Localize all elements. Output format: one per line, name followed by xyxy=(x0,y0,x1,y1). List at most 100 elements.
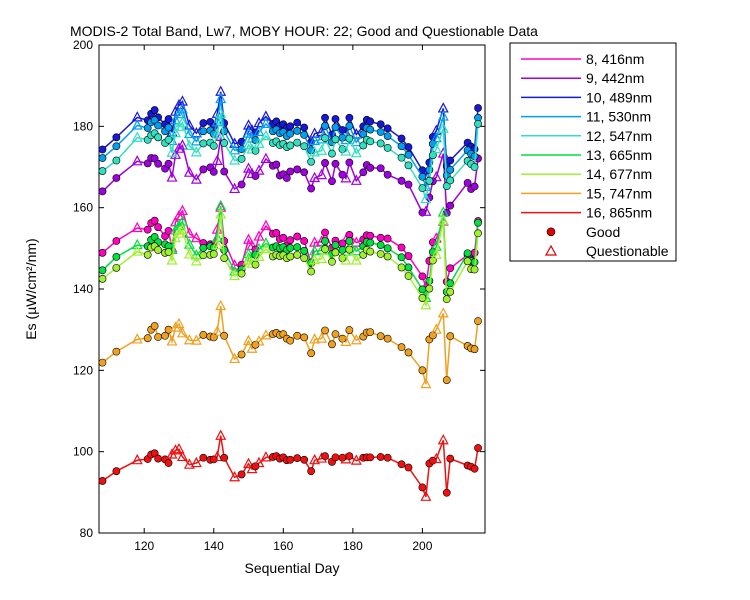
questionable-point xyxy=(309,134,321,146)
good-point xyxy=(470,163,479,171)
good-point xyxy=(331,135,340,144)
questionable-point xyxy=(183,248,195,259)
legend-label: 13, 665nm xyxy=(586,147,652,163)
questionable-point xyxy=(430,131,442,143)
good-point xyxy=(376,164,385,173)
good-point xyxy=(345,245,354,254)
questionable-point xyxy=(229,259,241,270)
good-point xyxy=(220,167,229,176)
questionable-point xyxy=(211,450,223,462)
questionable-point xyxy=(211,325,223,336)
good-point xyxy=(383,234,392,243)
good-point xyxy=(404,348,413,357)
legend-questionable-marker xyxy=(544,244,558,256)
good-point xyxy=(300,246,309,255)
good-point xyxy=(209,167,218,176)
good-point xyxy=(331,115,340,123)
good-point xyxy=(307,157,316,166)
questionable-point xyxy=(316,144,328,155)
questionable-point xyxy=(183,333,195,345)
questionable-point xyxy=(350,254,362,265)
good-point xyxy=(331,241,340,249)
good-point xyxy=(397,142,406,151)
legend-box xyxy=(509,42,677,262)
questionable-point xyxy=(350,454,362,465)
good-point xyxy=(300,168,309,177)
good-point xyxy=(321,452,329,461)
good-point xyxy=(154,121,163,130)
good-point xyxy=(366,328,375,337)
good-point xyxy=(463,257,472,266)
questionable-point xyxy=(190,146,202,157)
good-point xyxy=(98,274,107,283)
questionable-point xyxy=(190,135,202,146)
good-point xyxy=(345,452,354,461)
good-point xyxy=(366,117,375,126)
good-point xyxy=(470,464,479,473)
good-point xyxy=(154,246,163,254)
good-point xyxy=(404,263,413,272)
good-point xyxy=(286,336,295,345)
questionable-point xyxy=(229,182,241,194)
legend-label: 16, 865nm xyxy=(586,205,652,221)
questionable-point xyxy=(183,458,195,469)
questionable-point xyxy=(190,248,202,260)
good-point xyxy=(366,247,375,256)
good-point xyxy=(446,165,455,174)
good-point xyxy=(164,115,173,123)
good-point xyxy=(154,223,163,232)
good-point xyxy=(474,317,482,326)
good-point xyxy=(164,123,173,132)
questionable-point xyxy=(316,332,328,343)
good-point xyxy=(272,160,281,169)
good-point xyxy=(237,154,246,163)
good-point xyxy=(442,376,451,384)
questionable-point xyxy=(229,154,241,165)
questionable-point xyxy=(260,117,272,128)
legend-label: Good xyxy=(586,224,620,240)
good-point xyxy=(418,172,427,181)
good-point xyxy=(112,142,121,151)
good-point xyxy=(199,119,208,127)
good-point xyxy=(442,295,451,304)
questionable-point xyxy=(437,122,449,133)
good-point xyxy=(470,182,479,191)
questionable-point xyxy=(215,107,227,118)
questionable-point xyxy=(243,233,255,244)
good-point xyxy=(112,237,121,245)
questionable-point xyxy=(253,335,265,346)
y-axis: 80 100 120 140 160 180 200 xyxy=(73,38,485,540)
good-point xyxy=(164,248,173,256)
x-tick-label: 180 xyxy=(343,539,363,553)
good-point xyxy=(307,467,316,476)
y-axis-label: Es (µW/cm²/nm) xyxy=(23,238,39,339)
questionable-point xyxy=(309,171,321,183)
good-point xyxy=(112,133,121,142)
chart-title: MODIS-2 Total Band, Lw7, MOBY HOUR: 22; … xyxy=(70,23,538,39)
questionable-point xyxy=(260,242,272,254)
good-point xyxy=(331,248,340,257)
good-point xyxy=(331,453,340,462)
good-point xyxy=(470,265,479,274)
questionable-point xyxy=(229,137,241,148)
good-point xyxy=(404,252,413,260)
questionable-point xyxy=(316,168,328,180)
good-point xyxy=(98,358,107,367)
good-point xyxy=(345,134,354,143)
good-point xyxy=(112,263,121,272)
good-point xyxy=(383,334,392,343)
good-point xyxy=(199,127,208,136)
good-point xyxy=(199,244,208,252)
good-point xyxy=(307,267,316,276)
legend-label: 15, 747nm xyxy=(586,185,652,201)
good-point xyxy=(404,150,413,159)
good-point xyxy=(383,143,392,152)
questionable-point xyxy=(253,230,265,241)
good-point xyxy=(199,453,208,462)
good-point xyxy=(404,143,413,151)
good-point xyxy=(143,225,152,234)
good-point xyxy=(112,467,121,476)
good-point xyxy=(463,178,472,187)
questionable-point xyxy=(260,329,272,340)
questionable-point xyxy=(190,456,202,468)
